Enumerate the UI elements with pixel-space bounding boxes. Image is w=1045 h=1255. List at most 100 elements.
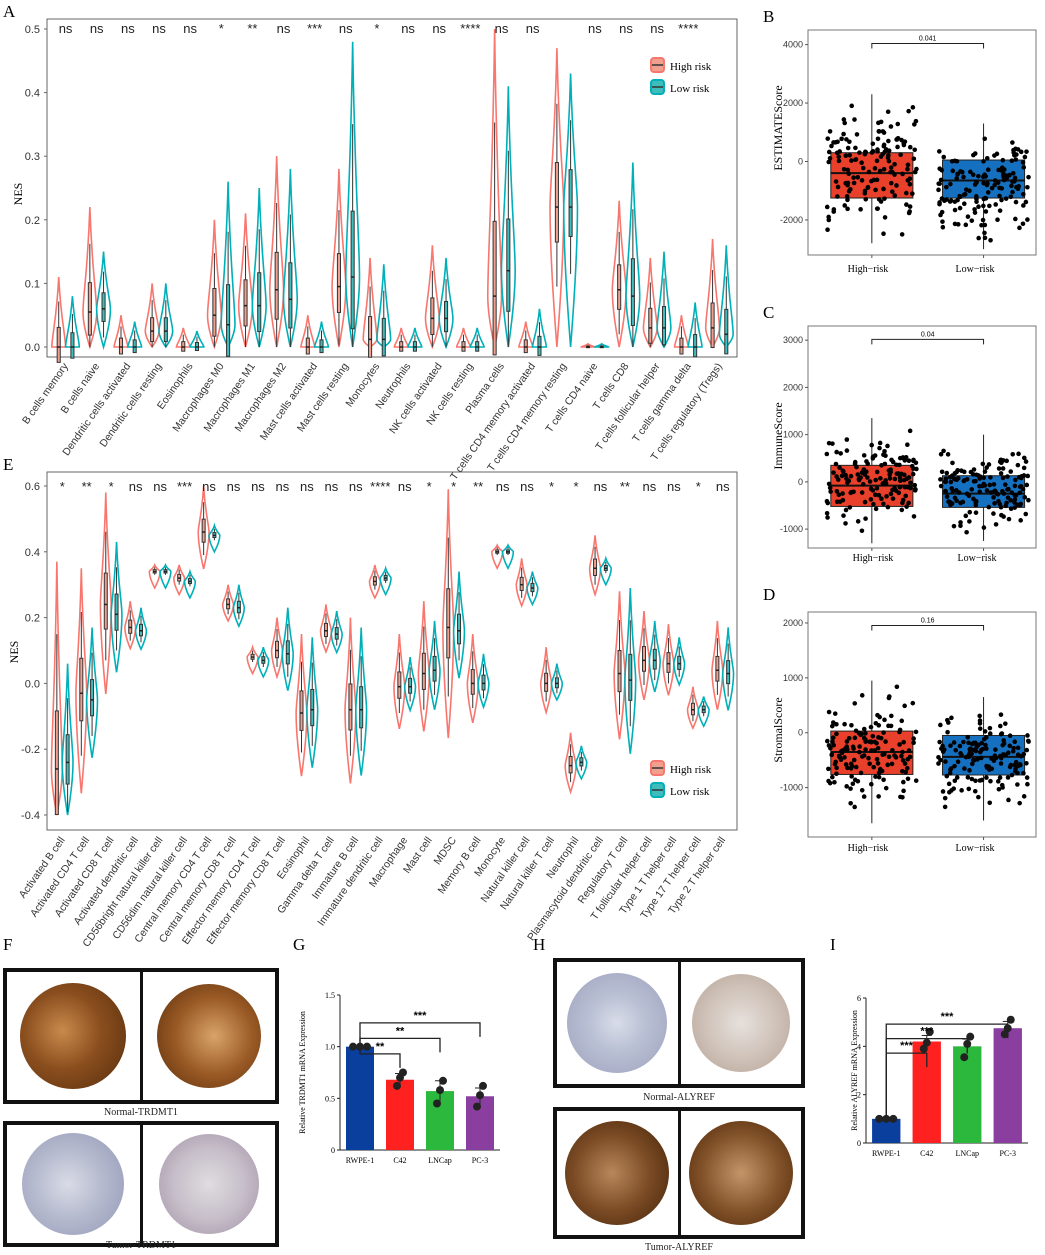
data-point xyxy=(859,490,865,495)
data-point xyxy=(976,235,981,241)
data-point xyxy=(1006,797,1011,803)
significance-label: ns xyxy=(496,479,510,494)
data-point xyxy=(943,479,949,485)
panel-b-group-low: Low−risk xyxy=(956,264,995,275)
data-point xyxy=(996,786,1002,792)
data-point xyxy=(895,135,901,141)
bar xyxy=(872,1118,901,1143)
data-point xyxy=(1023,459,1029,464)
data-point xyxy=(1004,458,1009,464)
data-point xyxy=(869,442,874,448)
data-point xyxy=(987,203,992,209)
violin xyxy=(295,634,308,777)
data-point xyxy=(869,178,874,184)
significance-label: ns xyxy=(588,21,602,36)
data-point xyxy=(982,230,987,236)
violin xyxy=(110,541,123,673)
data-point xyxy=(883,785,889,791)
replicate-point xyxy=(882,1114,891,1123)
panel-e-legend: High risk Low risk xyxy=(650,760,712,798)
data-point xyxy=(974,199,979,205)
panel-d-ylabel: StromalScore xyxy=(771,697,785,762)
panel-a-legend-low: Low risk xyxy=(670,83,710,95)
data-point xyxy=(963,754,969,760)
data-point xyxy=(1021,192,1026,197)
data-point xyxy=(984,182,990,187)
data-point xyxy=(901,788,906,794)
x-tick-label: RWPE-1 xyxy=(346,1156,374,1165)
data-point xyxy=(969,218,975,223)
data-point xyxy=(1008,506,1014,512)
panel-c-group-high: High−risk xyxy=(853,553,894,564)
panel-e-significance: * ** * ns ns *** ns ns ns ns ns ns ns **** ns * * ** ns ns *… xyxy=(60,479,730,494)
violin xyxy=(197,485,210,570)
violin xyxy=(124,601,137,651)
y-tick-label: 1000 xyxy=(783,673,803,683)
panel-f-normal-images xyxy=(3,968,279,1104)
data-point xyxy=(948,181,953,187)
violin xyxy=(648,620,661,693)
data-point xyxy=(913,460,919,466)
data-point xyxy=(860,481,866,487)
data-point xyxy=(827,129,833,134)
data-point xyxy=(836,158,842,164)
violin xyxy=(711,620,724,710)
data-point xyxy=(830,720,836,725)
y-tick-label: 0.4 xyxy=(25,547,40,559)
data-point xyxy=(1015,745,1021,751)
data-point xyxy=(940,789,946,794)
data-point xyxy=(876,197,882,202)
data-point xyxy=(988,237,993,243)
data-point xyxy=(904,504,909,509)
panel-a-legend: High risk Low risk xyxy=(650,57,712,95)
data-point xyxy=(833,461,839,467)
box xyxy=(90,679,95,717)
data-point xyxy=(949,486,955,491)
box xyxy=(348,683,353,731)
box xyxy=(677,655,682,670)
data-point xyxy=(859,693,865,698)
box xyxy=(679,337,684,355)
violin xyxy=(428,620,441,710)
data-point xyxy=(1018,762,1023,768)
data-point xyxy=(999,782,1005,788)
data-point xyxy=(977,718,983,723)
data-point xyxy=(882,215,888,220)
data-point xyxy=(958,500,963,506)
data-point xyxy=(852,117,857,122)
data-point xyxy=(825,227,830,233)
data-point xyxy=(892,193,898,198)
data-point xyxy=(1022,494,1028,500)
data-point xyxy=(954,176,960,181)
significance-label: ns xyxy=(121,21,135,36)
violin xyxy=(539,647,553,716)
data-point xyxy=(1021,473,1027,478)
significance-label: ns xyxy=(276,479,290,494)
data-point xyxy=(900,794,905,800)
data-point xyxy=(1018,518,1023,523)
significance-label: ns xyxy=(324,479,338,494)
data-point xyxy=(1010,749,1016,754)
data-point xyxy=(848,186,853,192)
data-point xyxy=(1017,490,1023,496)
data-point xyxy=(852,701,858,706)
significance-label: *** xyxy=(177,479,192,494)
data-point xyxy=(905,776,911,782)
data-point xyxy=(874,158,880,164)
tissue-core-image xyxy=(158,1134,259,1234)
significance-label: ** xyxy=(396,1025,405,1037)
data-point xyxy=(851,175,856,180)
data-point xyxy=(904,476,910,481)
data-point xyxy=(1024,747,1030,753)
data-point xyxy=(857,150,862,155)
data-point xyxy=(938,722,943,728)
data-point xyxy=(826,149,832,155)
y-tick-label: 0.1 xyxy=(25,278,40,290)
data-point xyxy=(949,158,955,164)
replicate-point xyxy=(363,1042,371,1051)
data-point xyxy=(825,515,830,520)
y-tick-label: 3000 xyxy=(783,335,803,345)
replicate-point xyxy=(476,1091,484,1100)
data-point xyxy=(853,145,858,151)
significance-label: * xyxy=(451,479,456,494)
